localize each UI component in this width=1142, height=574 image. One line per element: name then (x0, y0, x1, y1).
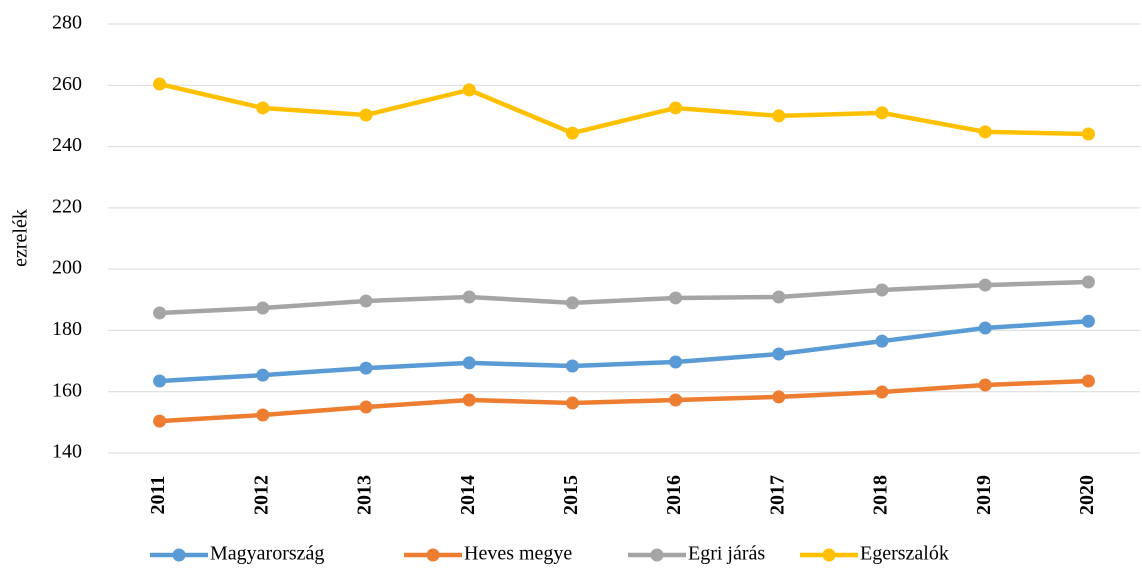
legend-label: Egri járás (688, 543, 765, 565)
data-point (565, 396, 579, 410)
y-tick-label: 140 (52, 441, 82, 463)
legend-marker (822, 548, 836, 562)
data-point (772, 390, 786, 404)
data-point (256, 368, 270, 382)
legend-marker (172, 548, 186, 562)
series-line (159, 81, 1089, 137)
data-point (153, 306, 167, 320)
y-tick-label: 280 (52, 12, 82, 34)
legend-label: Heves megye (464, 543, 572, 565)
data-point (153, 77, 167, 91)
x-tick-label: 2018 (870, 475, 892, 515)
data-point (462, 393, 476, 407)
data-point (978, 278, 992, 292)
x-tick-label: 2012 (250, 475, 272, 515)
data-point (153, 414, 167, 428)
data-point (1081, 314, 1095, 328)
data-point (875, 385, 889, 399)
data-point (669, 291, 683, 305)
x-tick-label: 2014 (457, 475, 479, 515)
x-tick-label: 2011 (147, 476, 169, 515)
data-point (256, 408, 270, 422)
data-point (1081, 127, 1095, 141)
data-point (153, 374, 167, 388)
data-point (669, 101, 683, 115)
legend-marker (650, 548, 664, 562)
series-line (159, 378, 1089, 424)
y-axis-label: ezrelék (10, 209, 32, 267)
data-point (772, 347, 786, 361)
x-tick-label: 2019 (973, 475, 995, 515)
data-point (359, 294, 373, 308)
legend-label: Magyarország (210, 543, 324, 565)
data-point (565, 126, 579, 140)
y-tick-label: 260 (52, 73, 82, 95)
series-line (159, 279, 1089, 316)
data-point (256, 101, 270, 115)
x-tick-label: 2017 (766, 475, 788, 515)
data-point (565, 359, 579, 373)
data-point (772, 290, 786, 304)
data-point (256, 301, 270, 315)
data-point (565, 296, 579, 310)
data-point (1081, 275, 1095, 289)
data-point (1081, 374, 1095, 388)
data-point (669, 393, 683, 407)
x-tick-label: 2015 (560, 475, 582, 515)
data-point (875, 283, 889, 297)
data-point (462, 290, 476, 304)
data-point (978, 378, 992, 392)
data-point (875, 334, 889, 348)
data-point (978, 125, 992, 139)
x-tick-label: 2016 (663, 475, 685, 515)
data-point (669, 355, 683, 369)
legend-label: Egerszalók (860, 543, 949, 565)
legend-marker (426, 548, 440, 562)
x-tick-label: 2013 (354, 475, 376, 515)
data-point (875, 106, 889, 120)
data-point (772, 109, 786, 123)
data-point (462, 356, 476, 370)
y-tick-label: 180 (52, 318, 82, 340)
y-tick-label: 240 (52, 134, 82, 156)
x-tick-label: 2020 (1076, 475, 1098, 515)
y-tick-label: 160 (52, 379, 82, 401)
data-point (359, 108, 373, 122)
data-point (462, 83, 476, 97)
y-tick-label: 220 (52, 195, 82, 217)
data-point (359, 400, 373, 414)
y-tick-label: 200 (52, 257, 82, 279)
data-point (359, 361, 373, 375)
series-line (159, 318, 1089, 384)
data-point (978, 321, 992, 335)
